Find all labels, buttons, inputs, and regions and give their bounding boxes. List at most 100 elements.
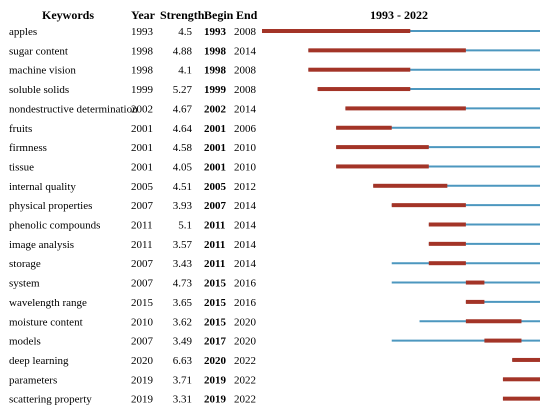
table-row: wavelength range 2015 3.65 2015 2016: [9, 297, 540, 309]
year-value: 2001: [131, 161, 153, 173]
table-row: models 2007 3.49 2017 2020: [9, 336, 540, 348]
strength-value: 4.58: [173, 142, 193, 154]
begin-value: 2005: [204, 181, 227, 193]
begin-value: 1998: [204, 65, 227, 77]
table-row: internal quality 2005 4.51 2005 2012: [9, 181, 540, 193]
year-value: 2019: [131, 394, 154, 406]
end-value: 2008: [234, 84, 257, 96]
header-keywords: Keywords: [42, 8, 94, 22]
table-row: phenolic compounds 2011 5.1 2011 2014: [9, 220, 540, 232]
year-value: 2007: [131, 278, 154, 290]
keyword-label: moisture content: [9, 316, 83, 328]
year-value: 2005: [131, 181, 154, 193]
keyword-label: sugar content: [9, 45, 68, 57]
end-value: 2014: [234, 220, 257, 232]
end-value: 2020: [234, 316, 257, 328]
header-year: Year: [131, 8, 156, 22]
year-value: 1998: [131, 45, 154, 57]
begin-value: 2007: [204, 200, 227, 212]
table-row: soluble solids 1999 5.27 1999 2008: [9, 84, 540, 96]
keyword-label: deep learning: [9, 355, 69, 367]
begin-value: 1998: [204, 45, 227, 57]
keyword-label: wavelength range: [9, 297, 87, 309]
strength-value: 3.71: [173, 374, 192, 386]
table-row: deep learning 2020 6.63 2020 2022: [9, 355, 540, 367]
begin-value: 2020: [204, 355, 227, 367]
begin-value: 2011: [204, 220, 225, 232]
begin-value: 2015: [204, 278, 227, 290]
begin-value: 2001: [204, 142, 226, 154]
begin-value: 2019: [204, 374, 227, 386]
keyword-label: nondestructive determination: [9, 103, 138, 115]
strength-value: 3.49: [173, 336, 193, 348]
strength-value: 3.62: [173, 316, 192, 328]
end-value: 2014: [234, 239, 257, 251]
year-value: 1999: [131, 84, 154, 96]
strength-value: 4.67: [173, 103, 193, 115]
end-value: 2008: [234, 65, 257, 77]
strength-value: 6.63: [173, 355, 193, 367]
keyword-label: tissue: [9, 161, 34, 173]
begin-value: 2001: [204, 123, 226, 135]
table-row: firmness 2001 4.58 2001 2010: [9, 142, 540, 154]
strength-value: 3.57: [173, 239, 193, 251]
end-value: 2022: [234, 394, 256, 406]
keyword-label: soluble solids: [9, 84, 69, 96]
year-value: 2011: [131, 239, 153, 251]
burst-bar: [336, 164, 429, 169]
year-value: 2011: [131, 220, 153, 232]
keyword-label: scattering property: [9, 394, 92, 406]
burst-bar: [373, 183, 448, 188]
end-value: 2012: [234, 181, 256, 193]
header-begin: Begin: [204, 8, 234, 22]
table-row: apples 1993 4.5 1993 2008: [9, 26, 540, 38]
strength-value: 4.88: [173, 45, 193, 57]
burst-bar: [502, 396, 540, 401]
burst-bar: [336, 125, 392, 130]
end-value: 2006: [234, 123, 257, 135]
burst-bar: [465, 319, 522, 324]
table-row: moisture content 2010 3.62 2015 2020: [9, 316, 540, 328]
end-value: 2014: [234, 258, 257, 270]
table-row: fruits 2001 4.64 2001 2006: [9, 123, 540, 135]
burst-bar: [465, 280, 485, 285]
burst-bar: [308, 67, 411, 72]
strength-value: 4.73: [173, 278, 193, 290]
year-value: 2007: [131, 258, 154, 270]
keyword-label: image analysis: [9, 239, 74, 251]
year-value: 2001: [131, 123, 153, 135]
keyword-label: fruits: [9, 123, 32, 135]
header-row: Keywords Year Strength Begin End 1993 - …: [42, 8, 428, 22]
header-span: 1993 - 2022: [370, 8, 428, 22]
strength-value: 4.51: [173, 181, 192, 193]
end-value: 2010: [234, 161, 257, 173]
strength-value: 3.65: [173, 297, 193, 309]
burst-bar: [262, 29, 411, 33]
strength-value: 4.64: [173, 123, 193, 135]
burst-bar: [308, 48, 466, 53]
table-row: image analysis 2011 3.57 2011 2014: [9, 239, 540, 251]
burst-bar: [512, 357, 540, 362]
year-value: 2007: [131, 336, 154, 348]
table-row: scattering property 2019 3.31 2019 2022: [9, 394, 540, 406]
keyword-label: internal quality: [9, 181, 76, 193]
burst-bar: [502, 377, 540, 382]
begin-value: 2015: [204, 316, 227, 328]
end-value: 2022: [234, 355, 256, 367]
keyword-label: storage: [9, 258, 41, 270]
strength-value: 5.1: [178, 220, 192, 232]
begin-value: 1999: [204, 84, 227, 96]
burst-bar: [465, 299, 485, 304]
strength-value: 3.31: [173, 394, 192, 406]
strength-value: 3.93: [173, 200, 193, 212]
burst-bar: [428, 261, 466, 266]
year-value: 2010: [131, 316, 154, 328]
keyword-label: physical properties: [9, 200, 92, 212]
strength-value: 4.1: [178, 65, 192, 77]
table-row: sugar content 1998 4.88 1998 2014: [9, 45, 540, 57]
year-value: 2015: [131, 297, 154, 309]
keyword-label: parameters: [9, 374, 57, 386]
table-row: parameters 2019 3.71 2019 2022: [9, 374, 540, 386]
table-row: machine vision 1998 4.1 1998 2008: [9, 65, 540, 77]
